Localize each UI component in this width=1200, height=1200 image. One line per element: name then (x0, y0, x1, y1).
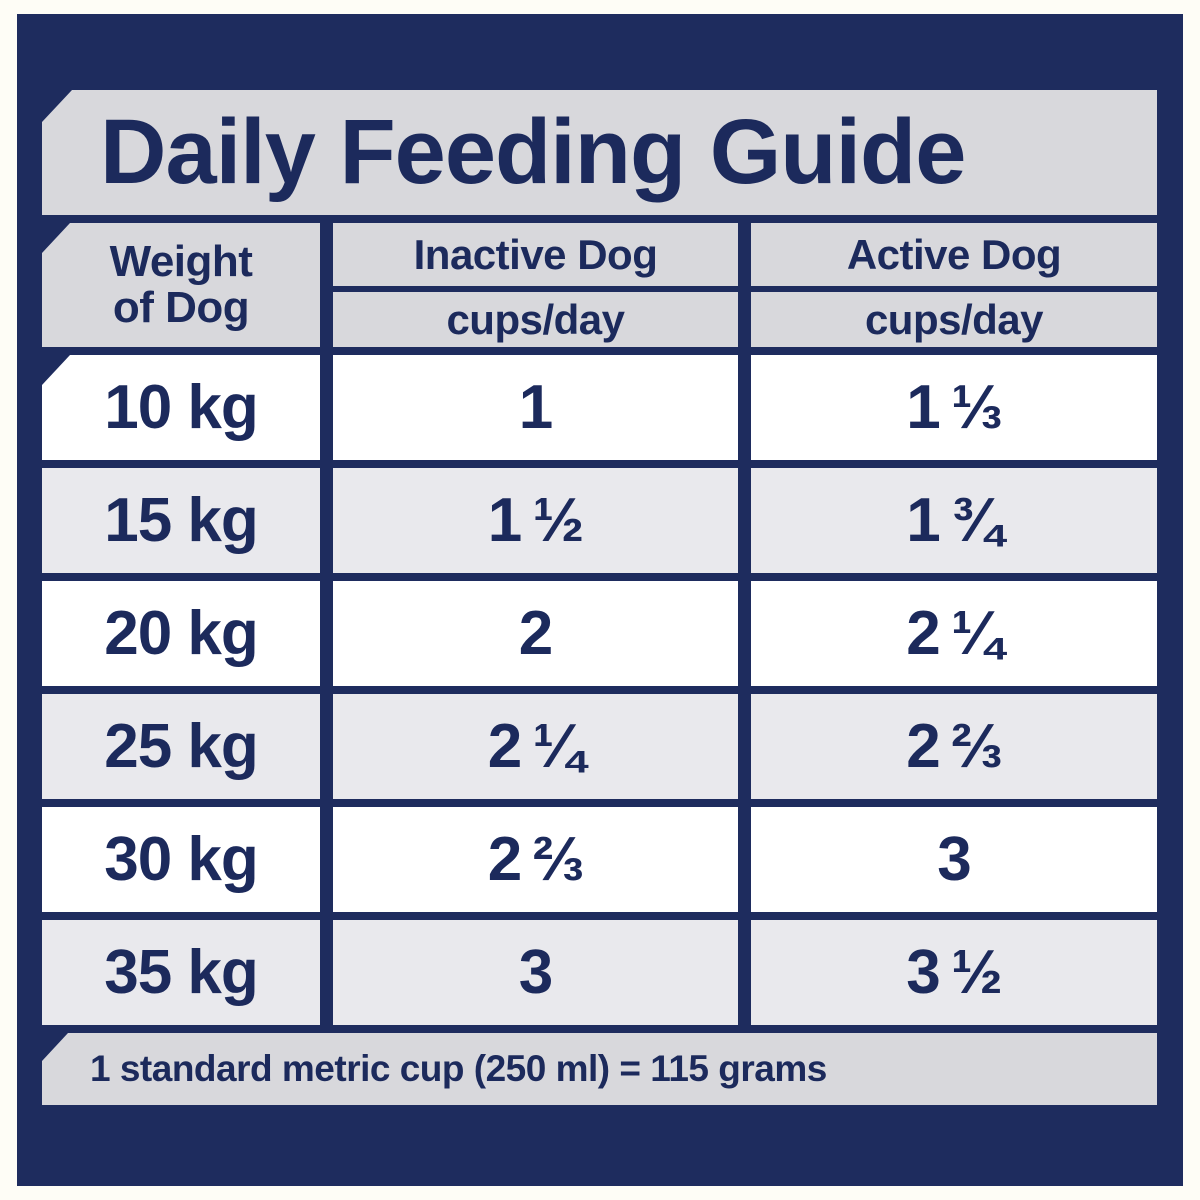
inactive-cell-30kg: 2 ⅔ (333, 807, 738, 912)
inactive-header-units: cups/day (333, 292, 738, 347)
weight-cell-30kg: 30 kg (42, 807, 320, 912)
active-cell-10kg: 1 ⅓ (751, 355, 1157, 460)
page-title: Daily Feeding Guide (100, 101, 966, 203)
active-header-units: cups/day (751, 292, 1157, 347)
weight-cell-10kg: 10 kg (42, 355, 320, 460)
inactive-cell-15kg: 1 ½ (333, 468, 738, 573)
footnote-bar: 1 standard metric cup (250 ml) = 115 gra… (42, 1033, 1157, 1105)
weight-cell-25kg: 25 kg (42, 694, 320, 799)
feeding-table: Weight of Dog Inactive Dog cups/day Acti… (42, 223, 1157, 1025)
title-banner: Daily Feeding Guide (42, 90, 1157, 215)
inactive-header-label: Inactive Dog (333, 223, 738, 286)
inactive-cell-10kg: 1 (333, 355, 738, 460)
active-cell-15kg: 1 ¾ (751, 468, 1157, 573)
feeding-guide-content: Daily Feeding Guide Weight of Dog Inacti… (42, 90, 1157, 1105)
feeding-guide-panel: Daily Feeding Guide Weight of Dog Inacti… (17, 14, 1183, 1186)
active-header-label: Active Dog (751, 223, 1157, 286)
footnote-text: 1 standard metric cup (250 ml) = 115 gra… (90, 1048, 827, 1089)
active-cell-20kg: 2 ¼ (751, 581, 1157, 686)
inactive-cell-35kg: 3 (333, 920, 738, 1025)
weight-cell-15kg: 15 kg (42, 468, 320, 573)
active-column-header: Active Dog cups/day (751, 223, 1157, 347)
weight-cell-35kg: 35 kg (42, 920, 320, 1025)
active-cell-30kg: 3 (751, 807, 1157, 912)
active-cell-35kg: 3 ½ (751, 920, 1157, 1025)
weight-column-header: Weight of Dog (42, 223, 320, 347)
inactive-cell-25kg: 2 ¼ (333, 694, 738, 799)
weight-header-line1: Weight (109, 237, 253, 287)
inactive-column-header: Inactive Dog cups/day (333, 223, 738, 347)
inactive-cell-20kg: 2 (333, 581, 738, 686)
weight-header-line2: of Dog (112, 283, 250, 332)
weight-cell-20kg: 20 kg (42, 581, 320, 686)
active-cell-25kg: 2 ⅔ (751, 694, 1157, 799)
